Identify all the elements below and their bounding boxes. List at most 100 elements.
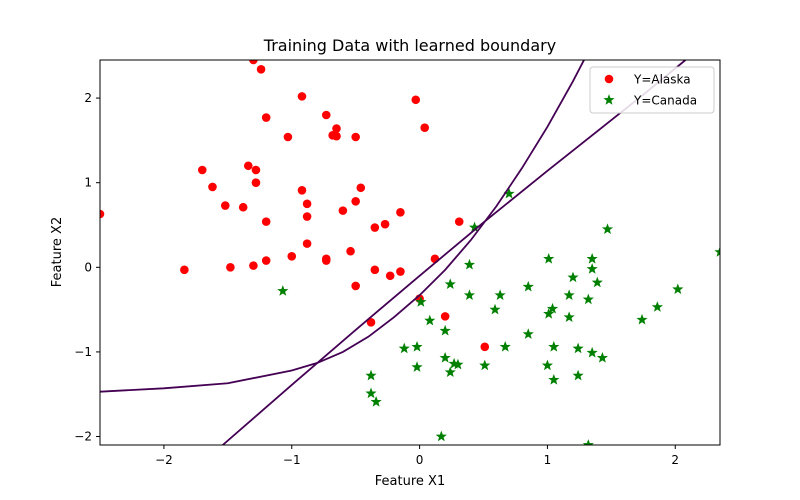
circle-point (249, 261, 258, 270)
star-point (546, 302, 559, 314)
star-point (563, 311, 575, 322)
star-point (415, 296, 427, 307)
circle-point (302, 212, 312, 221)
x-tick-label: −2 (155, 453, 173, 467)
star-point (398, 342, 410, 354)
legend-marker (604, 74, 614, 84)
star-point (277, 285, 289, 296)
star-point (596, 351, 608, 363)
circle-point (100, 209, 105, 219)
circle-point (238, 202, 248, 212)
x-tick-label: 0 (416, 453, 424, 467)
star-point (548, 373, 560, 385)
star-point (714, 246, 720, 257)
circle-point (411, 95, 421, 105)
circle-point (321, 254, 331, 264)
circle-point (346, 246, 355, 256)
circle-point (220, 201, 230, 210)
star-point (586, 263, 598, 274)
x-tick-label: 1 (544, 453, 552, 467)
series-layer (100, 60, 720, 445)
y-axis-label: Feature X2 (50, 217, 65, 287)
star-point (479, 359, 491, 371)
star-point (444, 278, 456, 289)
star-point (411, 361, 423, 372)
star-point (541, 359, 553, 371)
circle-point (366, 318, 376, 327)
y-axis: −2 −1 0 1 2 (74, 91, 100, 444)
circle-point (420, 123, 430, 132)
x-axis-label: Feature X1 (375, 474, 445, 489)
star-point (435, 430, 447, 442)
circle-point (370, 223, 380, 232)
star-point (582, 293, 594, 305)
star-point (543, 307, 555, 319)
star-point (424, 314, 436, 326)
circle-point (480, 342, 490, 352)
circle-point (302, 239, 312, 248)
circle-point (380, 219, 390, 229)
x-axis: −2 −1 0 1 2 (155, 445, 679, 467)
circle-point (249, 60, 258, 65)
circle-point (261, 256, 271, 265)
star-point (563, 289, 575, 300)
y-tick-label: 2 (84, 91, 92, 105)
star-point (636, 313, 648, 325)
series-1 (100, 60, 490, 352)
circle-point (243, 161, 253, 171)
star-point (489, 303, 501, 315)
circle-point (356, 183, 366, 193)
star-point (582, 439, 594, 445)
star-point (572, 342, 584, 354)
x-tick-label: −1 (283, 453, 301, 467)
circle-point (197, 165, 207, 175)
star-point (586, 252, 598, 264)
circle-point (302, 199, 312, 209)
star-point (591, 276, 603, 288)
circle-point (226, 263, 235, 272)
star-point (365, 387, 377, 399)
circle-point (287, 252, 297, 261)
star-point (567, 271, 579, 283)
circle-point (385, 271, 395, 281)
star-point (499, 340, 511, 352)
star-point (548, 340, 560, 352)
circle-point (297, 186, 307, 195)
circle-point (180, 265, 189, 275)
circle-point (261, 217, 271, 226)
star-point (463, 258, 476, 270)
circle-point (396, 208, 405, 217)
circle-point (396, 267, 405, 276)
star-point (572, 369, 584, 381)
star-point (439, 351, 451, 363)
star-point (586, 346, 598, 358)
star-point (543, 252, 555, 264)
circle-point (440, 312, 450, 321)
star-point (365, 369, 377, 381)
plot-frame (99, 59, 721, 446)
y-tick-label: −2 (74, 430, 92, 444)
star-point (601, 223, 614, 234)
circle-point (321, 110, 331, 120)
star-point (522, 280, 534, 292)
legend-label: Y=Canada (633, 94, 697, 108)
star-point (494, 289, 506, 300)
y-tick-label: 1 (84, 176, 92, 190)
chart-title: Training Data with learned boundary (263, 36, 556, 55)
star-point (452, 358, 464, 370)
circle-point (351, 197, 360, 206)
circle-point (208, 182, 217, 192)
circle-point (297, 92, 307, 101)
circle-point (332, 131, 341, 141)
circle-point (251, 178, 261, 187)
star-point (370, 395, 382, 407)
circle-point (283, 132, 293, 142)
circle-point (370, 265, 380, 275)
x-tick-label: 2 (671, 453, 679, 467)
y-tick-label: 0 (84, 260, 92, 274)
plot-area (99, 59, 721, 446)
star-point (439, 324, 451, 336)
circle-point (251, 165, 261, 175)
star-point (444, 366, 456, 377)
